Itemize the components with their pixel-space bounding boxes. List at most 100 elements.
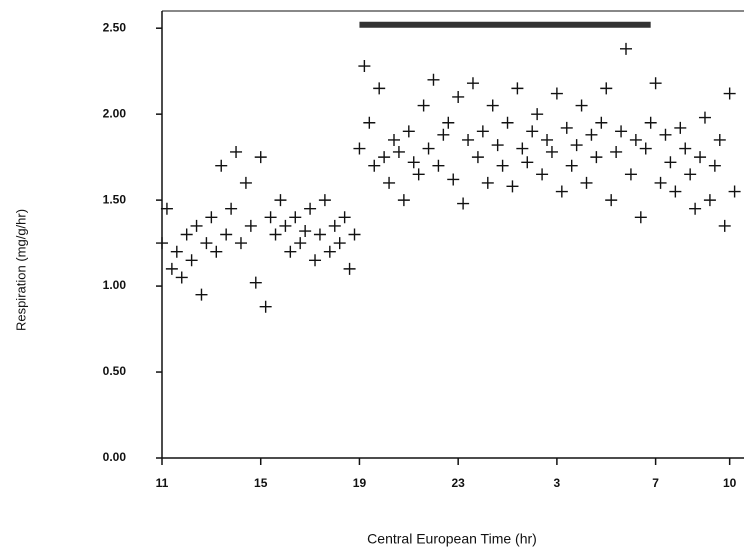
data-point xyxy=(299,225,312,238)
data-point xyxy=(447,173,460,186)
data-point xyxy=(254,151,267,164)
data-point xyxy=(165,262,178,275)
data-point xyxy=(313,228,326,241)
data-point xyxy=(689,202,702,215)
data-point xyxy=(575,99,588,112)
data-point xyxy=(624,168,637,181)
data-point xyxy=(708,159,721,172)
data-point xyxy=(264,211,277,224)
data-point xyxy=(506,180,519,193)
data-point xyxy=(718,219,731,232)
data-point xyxy=(220,228,233,241)
data-point xyxy=(615,125,628,138)
data-point xyxy=(684,168,697,181)
data-point xyxy=(368,159,381,172)
x-tick-label: 23 xyxy=(451,476,465,490)
data-point xyxy=(476,125,489,138)
y-tick-label: 2.50 xyxy=(103,20,127,34)
x-tick-label: 19 xyxy=(353,476,367,490)
data-point xyxy=(664,156,677,169)
data-point xyxy=(481,176,494,189)
data-point xyxy=(412,168,425,181)
data-point xyxy=(388,133,400,146)
data-point xyxy=(511,82,524,95)
data-point xyxy=(397,194,410,207)
data-point xyxy=(373,82,386,95)
y-axis-label: Respiration (mg/g/hr) xyxy=(13,209,28,331)
data-point xyxy=(541,133,554,146)
dark-period-bar xyxy=(359,21,651,28)
data-point xyxy=(309,254,322,267)
data-point xyxy=(620,42,632,55)
data-point xyxy=(200,237,213,250)
data-point xyxy=(417,99,430,112)
data-point xyxy=(289,211,302,224)
data-point xyxy=(358,60,371,73)
y-tick-label: 0.00 xyxy=(103,450,127,464)
data-point xyxy=(318,194,331,207)
data-point xyxy=(452,90,465,103)
data-point xyxy=(210,245,223,258)
data-point xyxy=(407,156,420,169)
data-point xyxy=(713,133,726,146)
data-point xyxy=(560,121,573,134)
data-point xyxy=(659,128,672,141)
data-point xyxy=(585,128,598,141)
data-point xyxy=(516,142,529,155)
data-point xyxy=(383,176,396,189)
data-point xyxy=(392,145,405,158)
data-point xyxy=(190,219,203,232)
data-point xyxy=(521,156,534,169)
data-point xyxy=(259,300,272,313)
y-tick-label: 1.50 xyxy=(103,192,127,206)
data-point xyxy=(234,237,247,250)
data-point xyxy=(230,145,243,158)
data-point xyxy=(422,142,435,155)
data-point xyxy=(249,276,262,289)
data-point xyxy=(605,194,618,207)
data-point xyxy=(462,133,475,146)
data-point xyxy=(634,211,647,224)
data-point xyxy=(294,237,307,250)
x-tick-label: 3 xyxy=(554,476,561,490)
data-point xyxy=(269,228,282,241)
data-point xyxy=(160,202,173,215)
data-point xyxy=(545,145,558,158)
data-point xyxy=(402,125,415,138)
data-point xyxy=(338,211,351,224)
data-point xyxy=(284,245,297,258)
data-point xyxy=(669,185,682,198)
data-point xyxy=(491,139,504,152)
x-tick-label: 15 xyxy=(254,476,268,490)
data-point xyxy=(703,194,716,207)
data-point xyxy=(471,151,484,164)
data-point xyxy=(363,116,376,129)
data-point xyxy=(215,159,228,172)
data-point xyxy=(698,111,711,124)
data-point xyxy=(348,228,361,241)
data-point xyxy=(195,288,208,301)
data-point xyxy=(629,133,642,146)
data-point xyxy=(536,168,549,181)
y-tick-label: 0.50 xyxy=(103,364,127,378)
x-tick-label: 11 xyxy=(156,476,169,490)
x-tick-label: 10 xyxy=(723,476,737,490)
data-point xyxy=(427,73,440,86)
data-point xyxy=(185,254,198,267)
data-point xyxy=(674,121,687,134)
data-point xyxy=(570,139,583,152)
data-point xyxy=(343,262,356,275)
data-point xyxy=(600,82,613,95)
data-point xyxy=(565,159,578,172)
data-point xyxy=(457,197,470,210)
data-point xyxy=(437,128,450,141)
data-point xyxy=(274,194,287,207)
data-point xyxy=(323,245,336,258)
y-tick-label: 1.00 xyxy=(103,278,127,292)
data-point xyxy=(353,142,366,155)
data-point xyxy=(610,145,623,158)
data-point xyxy=(175,271,188,284)
data-point xyxy=(170,245,183,258)
data-point xyxy=(496,159,509,172)
